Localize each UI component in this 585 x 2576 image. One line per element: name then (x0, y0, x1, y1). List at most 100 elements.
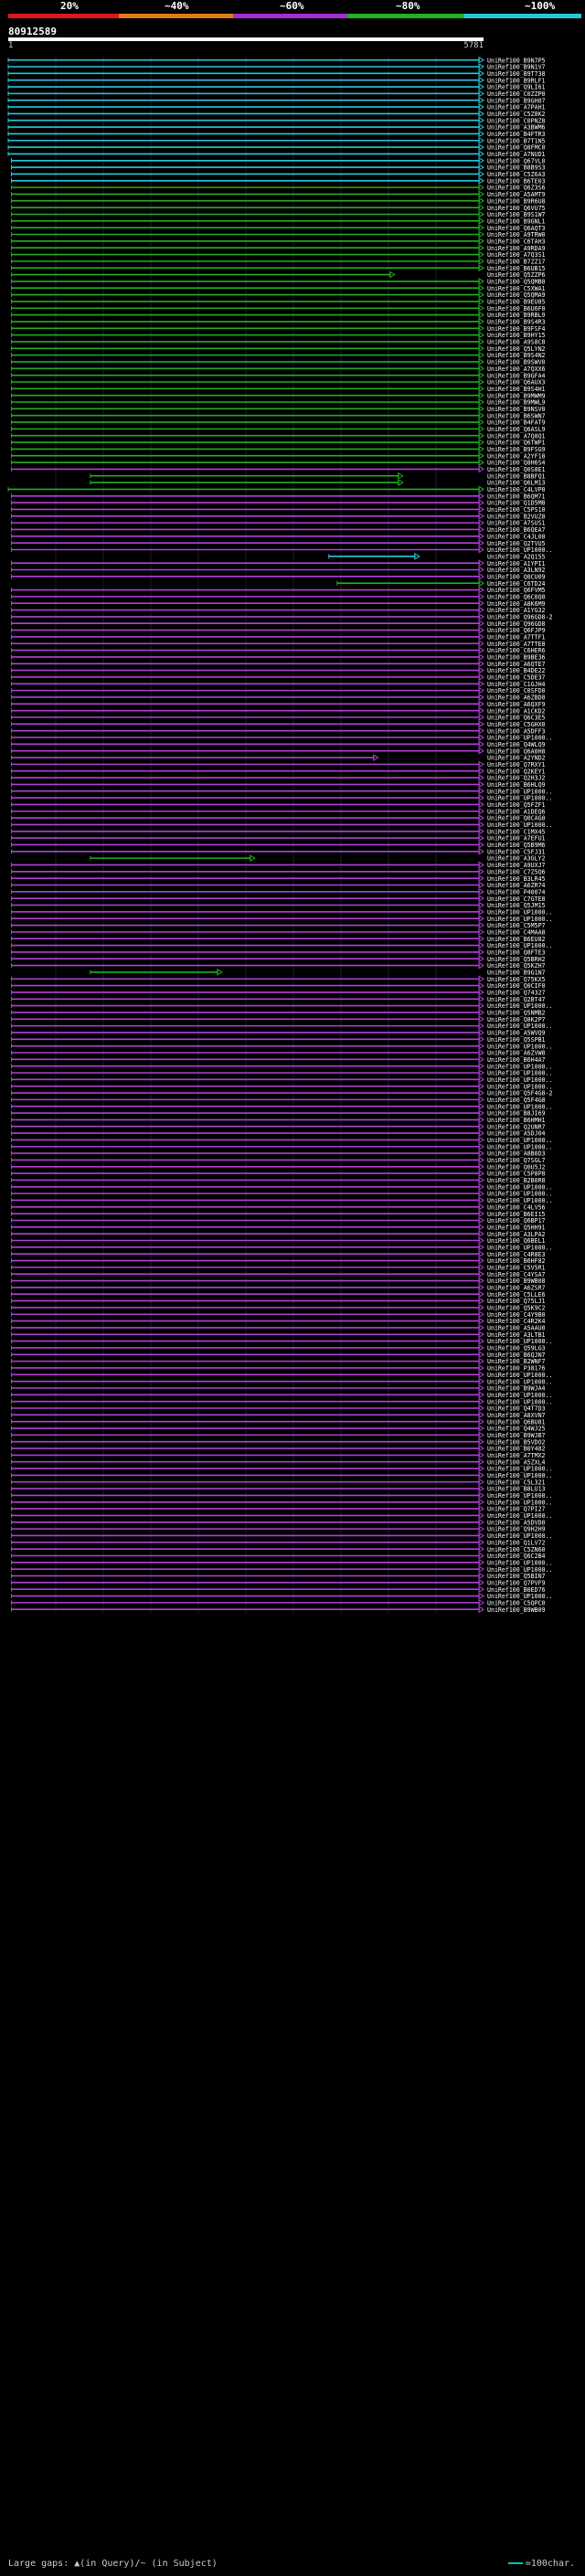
hit-label: UniRef100_B9MWL9 (487, 399, 546, 407)
alignment-arrow (478, 445, 484, 453)
hit-label: UniRef100_B6QM71 (487, 493, 546, 500)
alignment-arrow (478, 740, 484, 748)
alignment-arrow (478, 1304, 484, 1311)
hit-label: UniRef100_C5ZN60 (487, 1546, 546, 1553)
alignment-arrow (478, 726, 484, 735)
alignment-arrow (478, 961, 484, 970)
hit-label: UniRef100_Q0U5J2 (487, 1163, 546, 1171)
hit-label: UniRef100_B9BE36 (487, 654, 546, 662)
alignment-arrow (478, 123, 484, 131)
alignment-arrow (478, 103, 484, 111)
alignment-arrow (478, 895, 484, 903)
legend-seg-orange (119, 14, 233, 18)
alignment-arrow (478, 278, 484, 285)
hit-label: UniRef100_B4FAT9 (487, 419, 546, 427)
hit-label: UniRef100_B4DE22 (487, 667, 546, 674)
hit-label: UniRef100_Q6C2B4 (487, 1553, 546, 1560)
alignment-arrow (478, 371, 484, 379)
hit-label: UniRef100_A6ZR74 (487, 882, 546, 889)
alignment-arrow (478, 63, 484, 70)
alignment-arrow (478, 1451, 484, 1459)
alignment-arrow (478, 1062, 484, 1070)
alignment-arrow (478, 291, 484, 299)
hit-label: UniRef100_B9WJB7 (487, 1432, 546, 1439)
alignment-arrow (478, 499, 484, 506)
alignment-arrow (478, 1485, 484, 1492)
alignment-arrow (478, 1538, 484, 1546)
hit-label: UniRef100_Q5KZH7 (487, 962, 546, 970)
alignment-arrow (478, 1572, 484, 1580)
hit-label: UniRef100_Q9H2H9 (487, 1526, 546, 1533)
alignment-arrow (478, 1290, 484, 1299)
alignment-arrow (478, 1518, 484, 1526)
alignment-arrow (478, 196, 484, 205)
axis-start-label: 1 (8, 41, 14, 50)
hit-label: UniRef100_UP1000.. (487, 1472, 552, 1479)
alignment-arrow (478, 76, 484, 84)
alignment-arrow (478, 1156, 484, 1164)
hit-label: UniRef100_B0Y482 (487, 1446, 546, 1453)
hit-label: UniRef100_UP1000.. (487, 1137, 552, 1144)
hit-label: UniRef100_Q5F4G8-2 (487, 1090, 552, 1097)
hit-label: UniRef100_A7QXX6 (487, 366, 546, 373)
hit-label: UniRef100_Q2TVU5 (487, 540, 546, 547)
hit-label: UniRef100_B6HLQ9 (487, 781, 546, 789)
alignment-arrow (478, 1089, 484, 1097)
hit-label: UniRef100_C5P8P8 (487, 1171, 546, 1178)
alignment-arrow (478, 1263, 484, 1271)
alignment-arrow (478, 311, 484, 319)
hit-label: UniRef100_A1YPI1 (487, 560, 546, 567)
hit-label: UniRef100_Q2BT47 (487, 996, 546, 1003)
hit-label: UniRef100_UP1000.. (487, 1372, 552, 1379)
alignment-arrow (478, 1009, 484, 1016)
hit-label: UniRef100_Q5K9C2 (487, 1305, 546, 1312)
hit-label: UniRef100_UP1000.. (487, 1593, 552, 1600)
alignment-arrow (478, 1029, 484, 1036)
hit-label: UniRef100_A5DJ04 (487, 1130, 546, 1138)
alignment-arrow (478, 56, 484, 64)
alignment-arrow (478, 492, 484, 500)
hit-label: UniRef100_B9N1V7 (487, 64, 546, 71)
hit-label: UniRef100_B6HF82 (487, 1257, 546, 1265)
alignment-arrow (478, 861, 484, 869)
alignment-arrow (478, 700, 484, 708)
alignment-arrow (478, 887, 484, 896)
alignment-arrow (478, 431, 484, 440)
hit-label: UniRef100_B9S4N2 (487, 352, 546, 359)
hit-label: UniRef100_A3LTB1 (487, 1331, 546, 1339)
hit-label: UniRef100_UP1000.. (487, 795, 552, 802)
alignment-arrow (478, 901, 484, 909)
hit-label: UniRef100_B6H4A7 (487, 1056, 546, 1064)
alignment-arrow (478, 1170, 484, 1177)
hit-label: UniRef100_B9HY15 (487, 332, 546, 339)
hit-label: UniRef100_C7Z5Q6 (487, 868, 546, 875)
hit-label: UniRef100_C6TAH3 (487, 238, 546, 245)
hit-label: UniRef100_C5Z8K2 (487, 111, 546, 118)
hit-label: UniRef100_B6EU82 (487, 936, 546, 943)
alignment-arrow (478, 626, 484, 634)
hit-label: UniRef100_C0PNZ8 (487, 117, 546, 124)
alignment-arrow (478, 915, 484, 923)
hit-label: UniRef100_UP1000.. (487, 916, 552, 923)
hit-label: UniRef100_Q0S8E1 (487, 466, 546, 473)
hit-label: UniRef100_A8B0D3 (487, 1150, 546, 1158)
alignment-arrow (478, 1015, 484, 1023)
hit-label: UniRef100_UP1000.. (487, 1063, 552, 1070)
hit-label: UniRef100_Q6LM13 (487, 480, 546, 487)
alignment-arrow (478, 706, 484, 715)
hit-label: UniRef100_UP1000.. (487, 1244, 552, 1251)
alignment-arrow (478, 794, 484, 801)
alignment-arrow (478, 599, 484, 608)
alignment-arrow (478, 505, 484, 514)
alignment-arrow (478, 1069, 484, 1076)
axis-ruler: 1 5781 (8, 41, 484, 52)
hit-label: UniRef100_B6SWN7 (487, 412, 546, 419)
alignment-arrow (398, 479, 404, 486)
hit-label: UniRef100_Q6BEL1 (487, 1237, 546, 1245)
footer-gaps-text: Large gaps: ▲(in Query)/~ (in Subject) (8, 2559, 218, 2569)
alignment-arrow (217, 969, 223, 976)
alignment-arrow (478, 485, 484, 493)
alignment-arrow (414, 552, 420, 560)
alignment-arrow (478, 1236, 484, 1245)
alignment-arrow (478, 1129, 484, 1137)
